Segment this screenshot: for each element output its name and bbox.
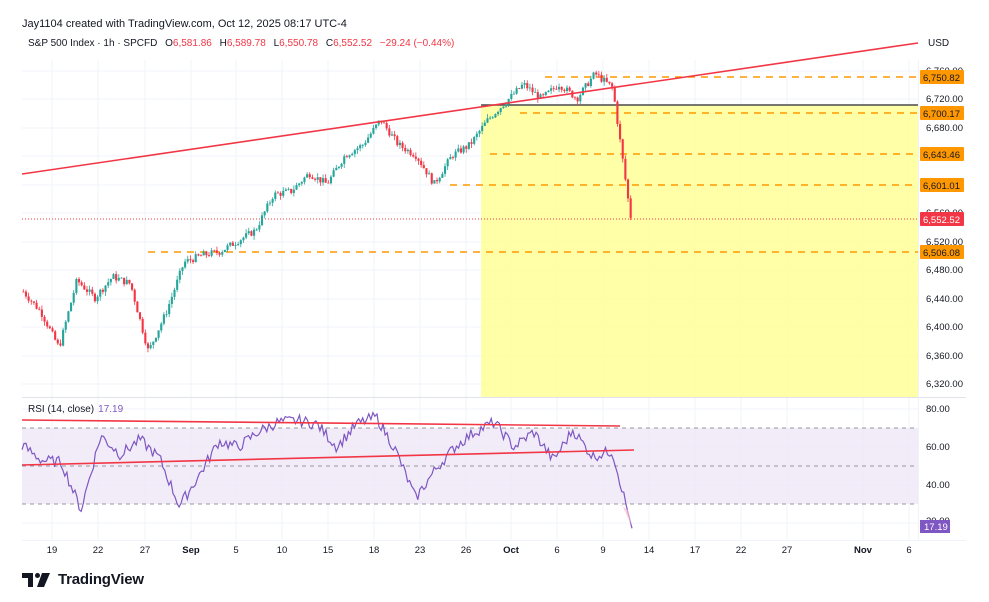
svg-text:Sep: Sep [182, 545, 200, 556]
tradingview-logo-text: TradingView [58, 571, 144, 588]
open-label: O [165, 38, 173, 49]
svg-text:27: 27 [140, 545, 151, 556]
svg-text:6,506.08: 6,506.08 [923, 248, 960, 259]
svg-text:26: 26 [461, 545, 472, 556]
highlight-zone-rectangle[interactable] [481, 105, 918, 397]
svg-text:19: 19 [47, 545, 58, 556]
svg-text:6,360.00: 6,360.00 [926, 351, 963, 362]
svg-text:5: 5 [233, 545, 238, 556]
svg-text:6,700.17: 6,700.17 [923, 109, 960, 120]
svg-text:Nov: Nov [854, 545, 873, 556]
currency-label[interactable]: USD [920, 34, 964, 54]
low-label: L [273, 38, 280, 49]
svg-text:40.00: 40.00 [926, 480, 950, 491]
svg-text:60.00: 60.00 [926, 442, 950, 453]
svg-text:10: 10 [277, 545, 288, 556]
tradingview-logo-icon [22, 572, 50, 587]
svg-text:6,520.00: 6,520.00 [926, 237, 963, 248]
svg-text:6,643.46: 6,643.46 [923, 150, 960, 161]
svg-text:27: 27 [782, 545, 793, 556]
tag-6643 [920, 147, 964, 161]
svg-text:6,320.00: 6,320.00 [926, 379, 963, 390]
change-value: −29.24 (−0.44%) [379, 38, 455, 49]
svg-text:6,680.00: 6,680.00 [926, 123, 963, 134]
svg-text:6: 6 [906, 545, 911, 556]
close-label: C [325, 38, 334, 49]
tradingview-logo[interactable]: TradingView [22, 571, 144, 588]
svg-text:14: 14 [644, 545, 655, 556]
tag-6750 [920, 70, 964, 84]
svg-text:17: 17 [690, 545, 701, 556]
svg-text:80.00: 80.00 [926, 404, 950, 415]
svg-text:23: 23 [415, 545, 426, 556]
svg-text:6,480.00: 6,480.00 [926, 265, 963, 276]
svg-text:22: 22 [736, 545, 747, 556]
svg-text:6,440.00: 6,440.00 [926, 294, 963, 305]
rsi-lower-trendline[interactable] [21, 449, 635, 466]
svg-text:6,720.00: 6,720.00 [926, 94, 963, 105]
svg-text:6,601.01: 6,601.01 [923, 181, 960, 192]
rsi-band-lines [22, 427, 918, 505]
symbol-legend: S&P 500 Index · 1h · SPCFD O6,581.86 H6,… [28, 38, 454, 49]
svg-text:6,552.52: 6,552.52 [923, 215, 960, 226]
rsi-oversold-fill [620, 505, 632, 526]
tag-last-price [920, 212, 964, 226]
svg-text:Oct: Oct [503, 545, 520, 556]
svg-text:6,750.82: 6,750.82 [923, 73, 960, 84]
high-value: 6,589.78 [226, 38, 266, 49]
low-value: 6,550.78 [279, 38, 319, 49]
rsi-upper-trendline[interactable] [21, 419, 621, 427]
rsi-axis[interactable]: 80.00 60.00 40.00 20.00 17.19 [920, 404, 950, 533]
svg-text:22: 22 [93, 545, 104, 556]
resistance-trendline[interactable] [21, 42, 919, 175]
svg-text:18: 18 [369, 545, 380, 556]
tag-6700 [920, 106, 964, 120]
rsi-line[interactable] [21, 411, 633, 529]
svg-text:9: 9 [600, 545, 605, 556]
svg-text:6,400.00: 6,400.00 [926, 322, 963, 333]
chart-credit: Jay1104 created with TradingView.com, Oc… [22, 18, 347, 30]
level-tags: 6,750.82 6,700.17 6,643.46 6,601.01 6,55… [920, 70, 964, 259]
close-value: 6,552.52 [333, 38, 373, 49]
rsi-title: RSI (14, close) [28, 404, 95, 415]
svg-text:17.19: 17.19 [924, 522, 948, 533]
rsi-value: 17.19 [98, 404, 124, 415]
svg-text:15: 15 [323, 545, 334, 556]
rsi-legend[interactable]: RSI (14, close) 17.19 [28, 404, 123, 415]
open-value: 6,581.86 [172, 38, 212, 49]
svg-text:6: 6 [554, 545, 559, 556]
rsi-value-tag [920, 520, 950, 533]
high-label: H [219, 38, 227, 49]
symbol-name[interactable]: S&P 500 Index · 1h · SPCFD [28, 38, 158, 49]
tag-6601 [920, 178, 964, 192]
candlestick-series[interactable] [22, 70, 632, 353]
time-axis[interactable]: 19 22 27 Sep 5 10 15 18 23 26 Oct 6 9 14… [47, 545, 912, 556]
support-resistance-levels[interactable] [148, 76, 918, 253]
tag-6506 [920, 245, 964, 259]
